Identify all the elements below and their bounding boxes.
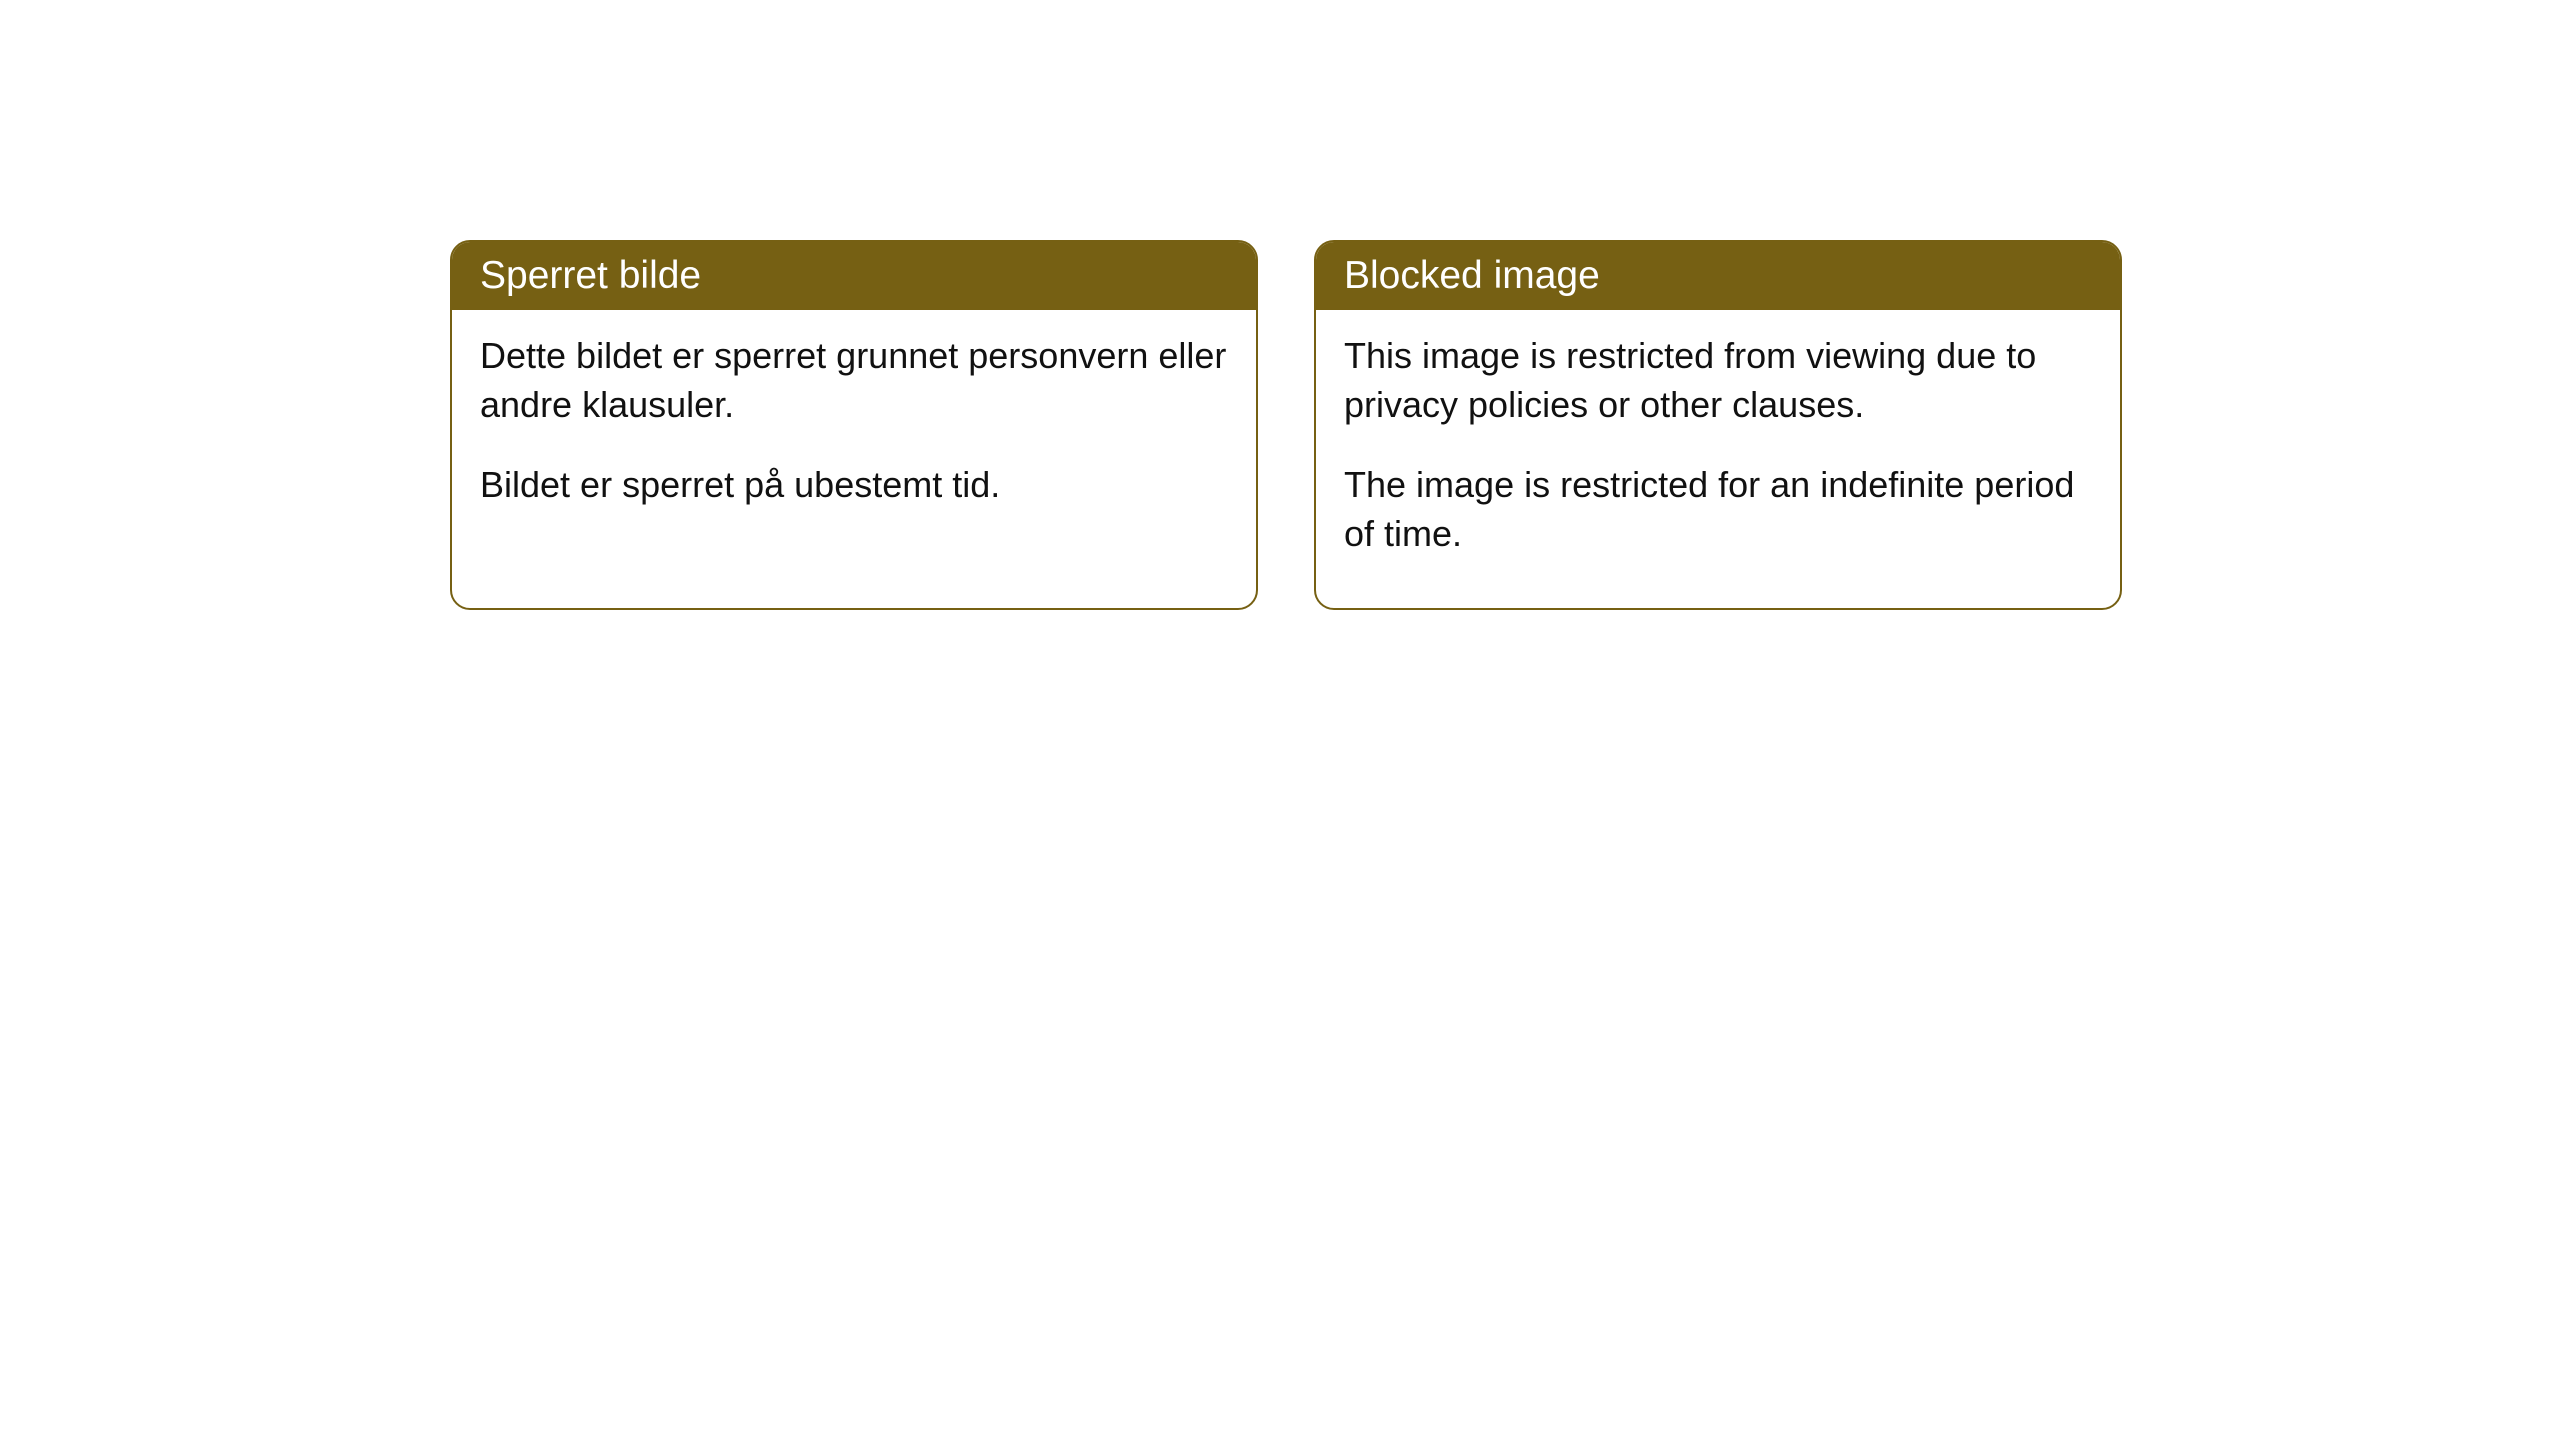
notice-cards-container: Sperret bilde Dette bildet er sperret gr… (450, 240, 2122, 610)
card-body-norwegian: Dette bildet er sperret grunnet personve… (452, 310, 1256, 560)
notice-card-english: Blocked image This image is restricted f… (1314, 240, 2122, 610)
card-title-norwegian: Sperret bilde (452, 242, 1256, 310)
card-paragraph: Dette bildet er sperret grunnet personve… (480, 332, 1228, 429)
card-paragraph: The image is restricted for an indefinit… (1344, 461, 2092, 558)
card-paragraph: This image is restricted from viewing du… (1344, 332, 2092, 429)
card-title-english: Blocked image (1316, 242, 2120, 310)
card-paragraph: Bildet er sperret på ubestemt tid. (480, 461, 1228, 510)
card-body-english: This image is restricted from viewing du… (1316, 310, 2120, 608)
notice-card-norwegian: Sperret bilde Dette bildet er sperret gr… (450, 240, 1258, 610)
